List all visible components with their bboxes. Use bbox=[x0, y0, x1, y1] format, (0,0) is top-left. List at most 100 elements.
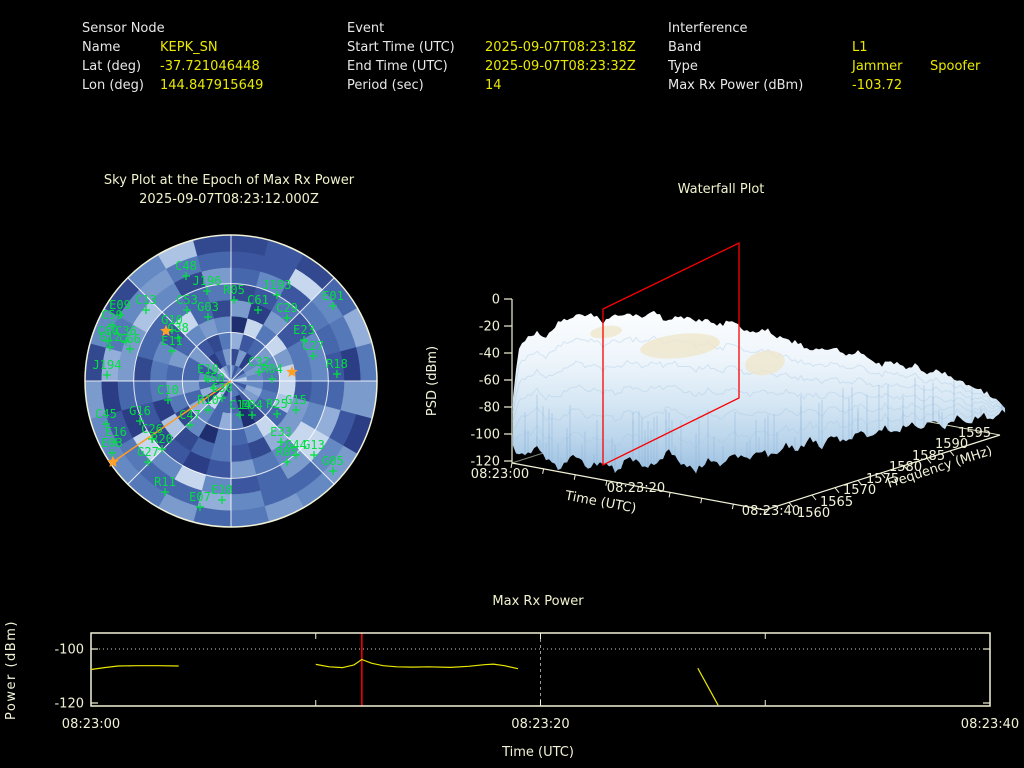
frequency-tick bbox=[903, 465, 909, 471]
psd-tick-label: -20 bbox=[479, 320, 500, 335]
event-end-value: 2025-09-07T08:23:32Z bbox=[485, 59, 636, 74]
satellite-label: J194 bbox=[93, 358, 122, 372]
frequency-tick bbox=[788, 502, 794, 508]
interference-band-label: Band bbox=[668, 40, 702, 55]
satellite-label: R11 bbox=[154, 475, 176, 489]
satellite-label: R18 bbox=[326, 357, 348, 371]
surface-row-line bbox=[512, 406, 1006, 451]
frequency-tick-label: 1565 bbox=[820, 495, 853, 510]
surface-row-line bbox=[512, 335, 1006, 409]
sensor-name-value: KEPK_SN bbox=[160, 40, 218, 55]
time-tick bbox=[510, 462, 513, 469]
satellite-label: C29 bbox=[276, 301, 298, 315]
azimuth-spoke bbox=[127, 277, 232, 382]
waterfall-surface bbox=[513, 310, 1005, 474]
satellite-label: C10 bbox=[157, 383, 179, 397]
y-tick-label: -100 bbox=[54, 643, 84, 658]
sensor-lon-value: 144.847915649 bbox=[160, 78, 264, 93]
satellite-label: C26 bbox=[141, 422, 163, 436]
satellite-label: R25 bbox=[266, 397, 288, 411]
skyplot-title: Sky Plot at the Epoch of Max Rx Power bbox=[103, 173, 355, 188]
psd-tick-label: -100 bbox=[470, 428, 500, 443]
satellite-label: E09 bbox=[109, 298, 131, 312]
psd-tick-label: -60 bbox=[479, 374, 500, 389]
y-tick-label: -120 bbox=[54, 697, 84, 712]
satellite-label: C13 bbox=[135, 293, 157, 307]
maxrx-title: Max Rx Power bbox=[492, 594, 584, 609]
time-tick-label: 08:23:00 bbox=[471, 467, 529, 482]
satellite-label: C36 bbox=[115, 324, 137, 338]
satellite-label: G27 bbox=[137, 445, 159, 459]
frequency-tick-label: 1575 bbox=[866, 472, 899, 487]
satellite-label: C53 bbox=[176, 293, 198, 307]
interference-type-label: Type bbox=[668, 59, 698, 74]
sensor-lon-label: Lon (deg) bbox=[82, 78, 144, 93]
sensor-lat-value: -37.721046448 bbox=[160, 59, 260, 74]
surface-row-line bbox=[512, 401, 1006, 431]
interference-band-value: L1 bbox=[852, 40, 868, 55]
satellite-label: E18 bbox=[211, 483, 233, 497]
azimuth-spoke bbox=[230, 277, 335, 382]
psd-axis-label: PSD (dBm) bbox=[425, 346, 440, 416]
interference-bearing-line bbox=[112, 380, 232, 463]
frequency-tick-label: 1585 bbox=[912, 449, 945, 464]
event-period-value: 14 bbox=[485, 78, 502, 93]
event-period-label: Period (sec) bbox=[347, 78, 424, 93]
event-start-value: 2025-09-07T08:23:18Z bbox=[485, 40, 636, 55]
power-trace bbox=[315, 658, 519, 670]
time-tick bbox=[605, 480, 608, 486]
satellite-label: G03 bbox=[197, 300, 219, 314]
satellite-label: E10 bbox=[197, 362, 219, 376]
frequency-tick bbox=[834, 487, 840, 493]
satellite-label: G13 bbox=[303, 438, 325, 452]
frequency-tick-label: 1590 bbox=[935, 437, 968, 452]
frequency-tick-label: 1560 bbox=[797, 506, 830, 521]
power-axis-label: Power (dBm) bbox=[4, 620, 19, 720]
satellite-label: C59 bbox=[101, 308, 123, 322]
skyplot-grid bbox=[84, 234, 378, 528]
satellite-label: J193 bbox=[263, 278, 292, 292]
azimuth-spoke bbox=[230, 380, 335, 485]
frequency-tick bbox=[811, 494, 817, 501]
power-trace bbox=[90, 665, 179, 671]
psd-tick-label: -120 bbox=[470, 455, 500, 470]
satellite-label: E03 bbox=[101, 436, 123, 450]
satellite-label: E04 bbox=[241, 398, 263, 412]
x-tick-label: 08:23:00 bbox=[62, 717, 120, 732]
satellite-label: E11 bbox=[161, 334, 183, 348]
interference-marker-star bbox=[107, 455, 119, 467]
frequency-tick-label: 1570 bbox=[843, 483, 876, 498]
surface-row-line bbox=[512, 384, 1006, 422]
event-title: Event bbox=[347, 21, 385, 36]
satellite-label: G16 bbox=[129, 404, 151, 418]
time-tick bbox=[637, 486, 639, 492]
satellite-label: E01 bbox=[322, 289, 344, 303]
psd-tick-label: 0 bbox=[492, 293, 500, 308]
psd-tick-label: -40 bbox=[479, 347, 500, 362]
interference-marker-star bbox=[160, 324, 172, 336]
satellite-label: R04 bbox=[261, 362, 283, 376]
satellite-label: C66 bbox=[119, 332, 141, 346]
time-axis-label: Time (UTC) bbox=[501, 745, 574, 760]
frequency-tick bbox=[949, 450, 955, 457]
satellite-label: G44 bbox=[285, 438, 307, 452]
satellite-label: C27 bbox=[302, 339, 324, 353]
x-tick-label: 08:23:20 bbox=[511, 717, 569, 732]
time-tick bbox=[700, 498, 703, 504]
satellite-label: C61 bbox=[247, 293, 269, 307]
satellite-label: C47 bbox=[179, 408, 201, 422]
satellite-label: C32 bbox=[248, 355, 270, 369]
satellite-label: J196 bbox=[193, 274, 222, 288]
event-slice-box bbox=[602, 241, 740, 467]
satellite-label: R10 bbox=[197, 393, 219, 407]
satellite-label: E16 bbox=[105, 425, 127, 439]
satellite-label: R05 bbox=[223, 283, 245, 297]
time-tick bbox=[573, 474, 576, 480]
frequency-axis bbox=[764, 434, 1001, 511]
interference-title: Interference bbox=[668, 21, 748, 36]
satellite-label: E33 bbox=[270, 425, 292, 439]
sensor-lat-label: Lat (deg) bbox=[82, 59, 142, 74]
frequency-tick bbox=[880, 472, 886, 479]
surface-cream-patch bbox=[640, 333, 720, 359]
satellite-label: C38 bbox=[167, 321, 189, 335]
